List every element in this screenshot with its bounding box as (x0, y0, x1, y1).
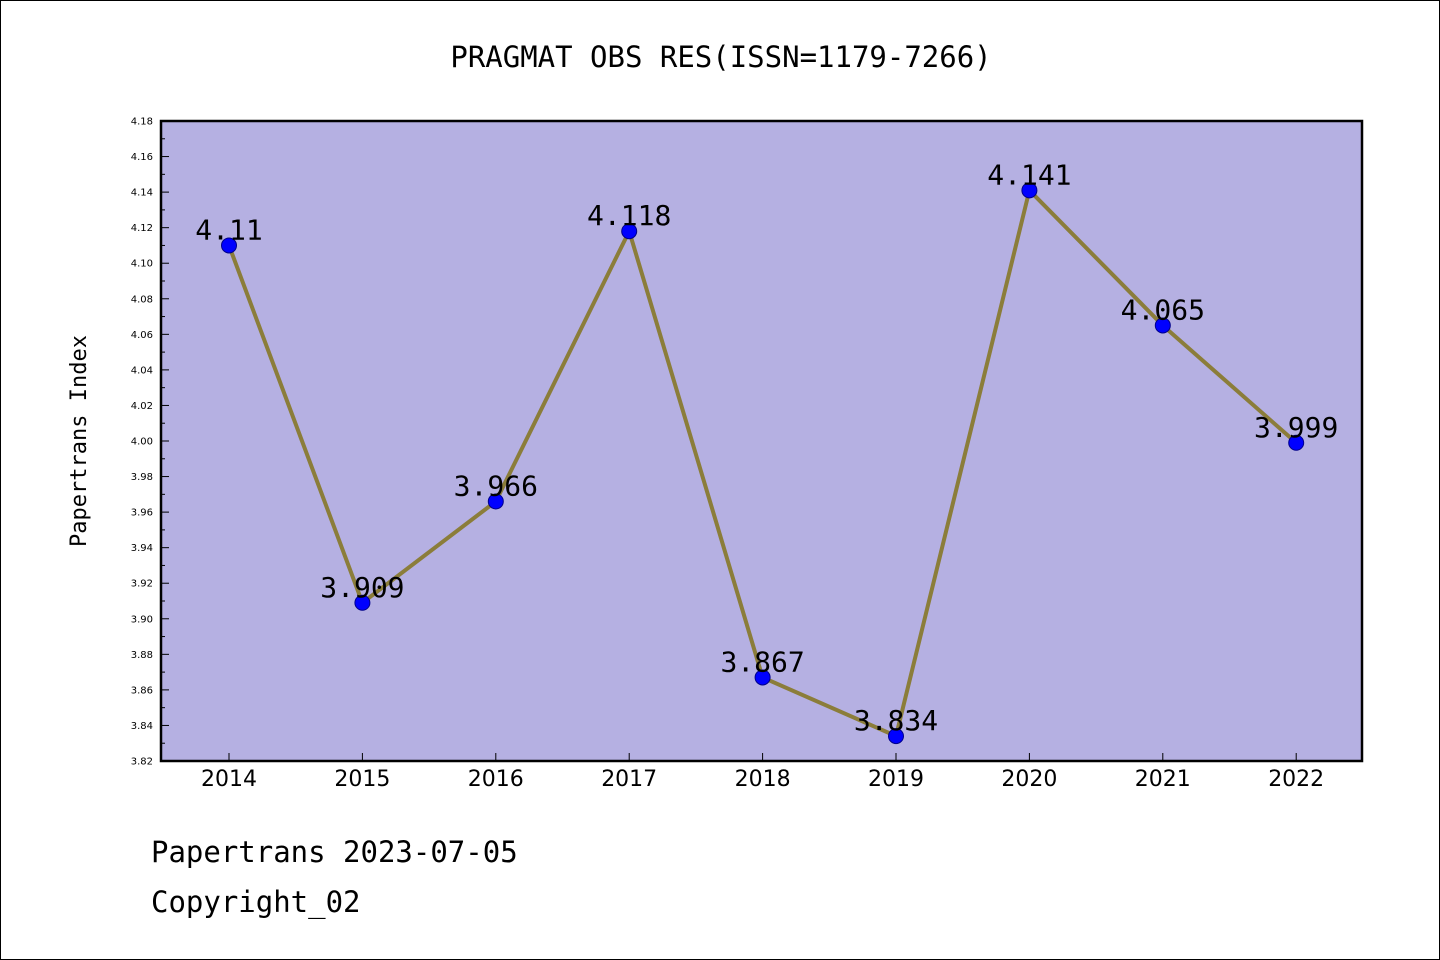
data-label: 3.999 (1254, 411, 1338, 444)
y-tick-label: 3.98 (131, 472, 153, 483)
y-axis-label: Papertrans Index (67, 335, 92, 547)
y-tick-label: 3.92 (131, 579, 153, 590)
data-label: 3.834 (854, 704, 938, 737)
x-tick-label: 2019 (868, 767, 924, 792)
x-tick-label: 2017 (601, 767, 657, 792)
y-tick-label: 4.08 (131, 294, 153, 305)
y-tick-label: 4.18 (131, 117, 153, 128)
y-tick-label: 4.10 (131, 259, 153, 270)
x-tick-label: 2022 (1268, 767, 1324, 792)
y-tick-label: 3.86 (131, 685, 153, 696)
data-label: 4.065 (1121, 293, 1205, 326)
data-point (888, 728, 904, 745)
plot-frame (159, 119, 1364, 763)
y-tick-label: 4.06 (131, 330, 153, 341)
x-tick-label: 2016 (468, 767, 524, 792)
y-tick-label: 3.94 (131, 543, 153, 554)
data-label: 4.118 (587, 199, 671, 232)
data-label: 4.141 (987, 158, 1071, 191)
x-tick-label: 2018 (735, 767, 791, 792)
data-label: 3.909 (320, 571, 404, 604)
y-tick-label: 4.04 (131, 365, 153, 376)
x-tick-label: 2020 (1001, 767, 1057, 792)
data-point (1288, 434, 1305, 451)
data-point (354, 594, 371, 611)
data-label: 4.11 (195, 213, 262, 246)
data-point (1021, 182, 1038, 199)
y-tick-label: 3.84 (131, 721, 153, 732)
y-tick-label: 4.12 (131, 223, 153, 234)
data-point (221, 237, 237, 254)
data-label: 3.966 (454, 469, 538, 502)
y-tick-label: 4.14 (131, 188, 153, 199)
chart-title: PRAGMAT OBS RES(ISSN=1179-7266) (450, 40, 991, 74)
footer-date-line: Papertrans 2023-07-05 (151, 835, 518, 869)
x-tick-label: 2014 (201, 767, 257, 792)
data-point (621, 223, 638, 240)
x-tick-label: 2021 (1135, 767, 1191, 792)
y-tick-label: 3.88 (131, 650, 153, 661)
y-tick-label: 4.00 (131, 437, 153, 448)
y-tick-label: 3.82 (131, 757, 153, 768)
data-point (1154, 317, 1171, 334)
y-tick-label: 4.16 (131, 152, 153, 163)
y-tick-label: 4.02 (131, 401, 153, 412)
data-point (487, 493, 504, 510)
data-label: 3.867 (720, 645, 804, 678)
plot-background (161, 121, 1362, 761)
y-tick-label: 3.96 (131, 508, 153, 519)
x-tick-label: 2015 (334, 767, 390, 792)
data-point (754, 669, 771, 686)
footer-copyright-line: Copyright_02 (151, 885, 361, 919)
y-tick-label: 3.90 (131, 614, 153, 625)
